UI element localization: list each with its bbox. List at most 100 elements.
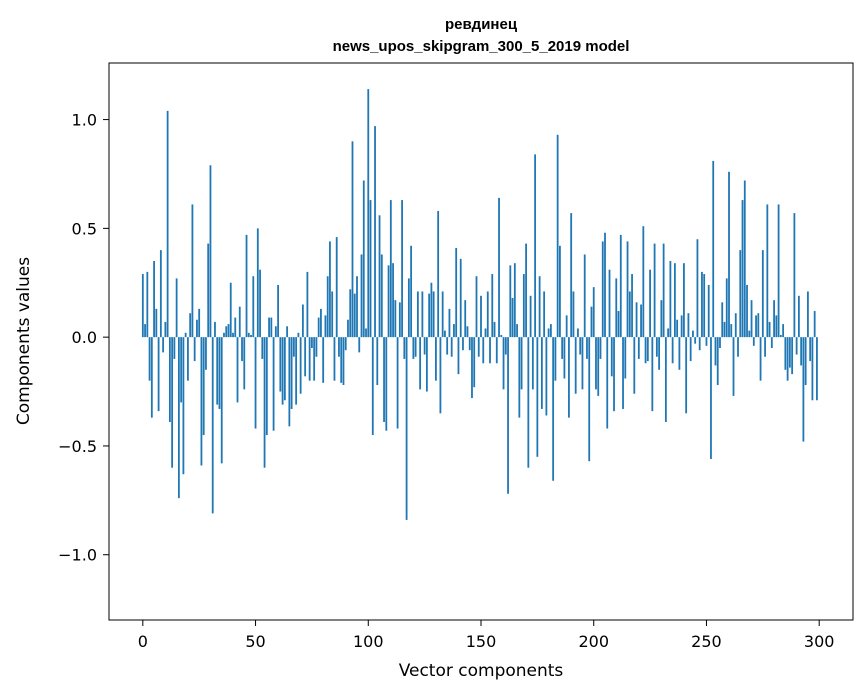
x-tick-label: 150 (466, 632, 497, 651)
bar (144, 324, 146, 338)
bar (477, 337, 480, 357)
bar (272, 337, 275, 431)
bar (646, 337, 649, 362)
bar (141, 274, 144, 338)
bar (719, 337, 721, 349)
bar (791, 337, 794, 375)
bar (175, 278, 178, 338)
bar (534, 154, 537, 338)
bar (380, 254, 383, 338)
bar (216, 337, 219, 405)
bar (182, 337, 185, 475)
bar (786, 337, 789, 381)
bar (664, 337, 667, 423)
bar (595, 337, 597, 390)
bar (773, 300, 775, 338)
bar (450, 337, 453, 357)
bar (268, 317, 270, 338)
x-axis: 0 50 100 150 200 250 300 (138, 620, 834, 651)
bar (146, 271, 149, 338)
bar (504, 337, 507, 355)
bar (482, 337, 485, 364)
x-tick-label: 100 (353, 632, 384, 651)
bar (766, 204, 769, 338)
bar (651, 337, 654, 412)
bar (538, 276, 541, 338)
bar (712, 160, 715, 338)
bar (471, 337, 473, 399)
bar (200, 337, 203, 466)
bar (480, 295, 482, 338)
bar (444, 330, 446, 338)
x-tick-label: 50 (245, 632, 265, 651)
bar (338, 337, 340, 357)
bar (189, 313, 192, 338)
bar (466, 326, 469, 338)
bar (468, 337, 471, 351)
bar (184, 332, 187, 338)
bar (581, 337, 584, 390)
x-tick-label: 200 (578, 632, 609, 651)
bar (164, 321, 167, 338)
y-axis: −1.0 −0.5 0.0 0.5 1.0 (58, 111, 109, 565)
chart-subtitle: news_upos_skipgram_300_5_2019 model (333, 38, 630, 55)
bar (622, 337, 624, 409)
bar (398, 302, 401, 338)
bar (716, 337, 719, 386)
bar (358, 337, 361, 353)
bar (430, 282, 433, 338)
bar (356, 276, 358, 338)
bar (254, 337, 257, 429)
bar (453, 324, 455, 338)
bar (613, 337, 615, 412)
bar (369, 200, 372, 338)
bar (279, 337, 282, 392)
bar (655, 337, 658, 357)
bar (590, 306, 593, 338)
bar (202, 337, 205, 436)
bar (475, 276, 478, 338)
bar (707, 284, 710, 338)
bar (455, 247, 458, 338)
bar (601, 241, 604, 338)
bar (543, 291, 546, 338)
bar (392, 263, 394, 338)
bar (755, 315, 757, 338)
bar (608, 269, 611, 338)
bar (610, 337, 613, 377)
bar (750, 300, 753, 338)
bar (518, 337, 521, 418)
bar (730, 324, 733, 338)
bar (802, 337, 805, 442)
bar (412, 337, 415, 359)
bar (326, 276, 329, 338)
bar (457, 337, 460, 375)
bar (583, 254, 586, 338)
bar (177, 337, 180, 499)
bar (389, 200, 392, 338)
bar (599, 337, 602, 359)
bar (297, 332, 300, 338)
bar (671, 337, 674, 364)
bar (313, 337, 316, 381)
bar (241, 337, 243, 362)
bar (683, 263, 685, 338)
y-tick-label: 0.5 (72, 219, 97, 238)
bar (775, 315, 778, 338)
bar (813, 311, 816, 338)
bar (676, 319, 679, 338)
bar (586, 337, 588, 359)
bar (159, 250, 162, 338)
bar (250, 334, 252, 338)
bar (667, 328, 670, 338)
bar (421, 291, 424, 338)
bar (788, 337, 791, 368)
y-tick-label: 0.0 (72, 328, 97, 347)
bar (563, 337, 566, 379)
bar (626, 241, 629, 338)
bar (308, 337, 311, 381)
bar (225, 326, 228, 338)
bar (265, 337, 268, 436)
bar (286, 326, 289, 338)
bar (552, 337, 555, 481)
